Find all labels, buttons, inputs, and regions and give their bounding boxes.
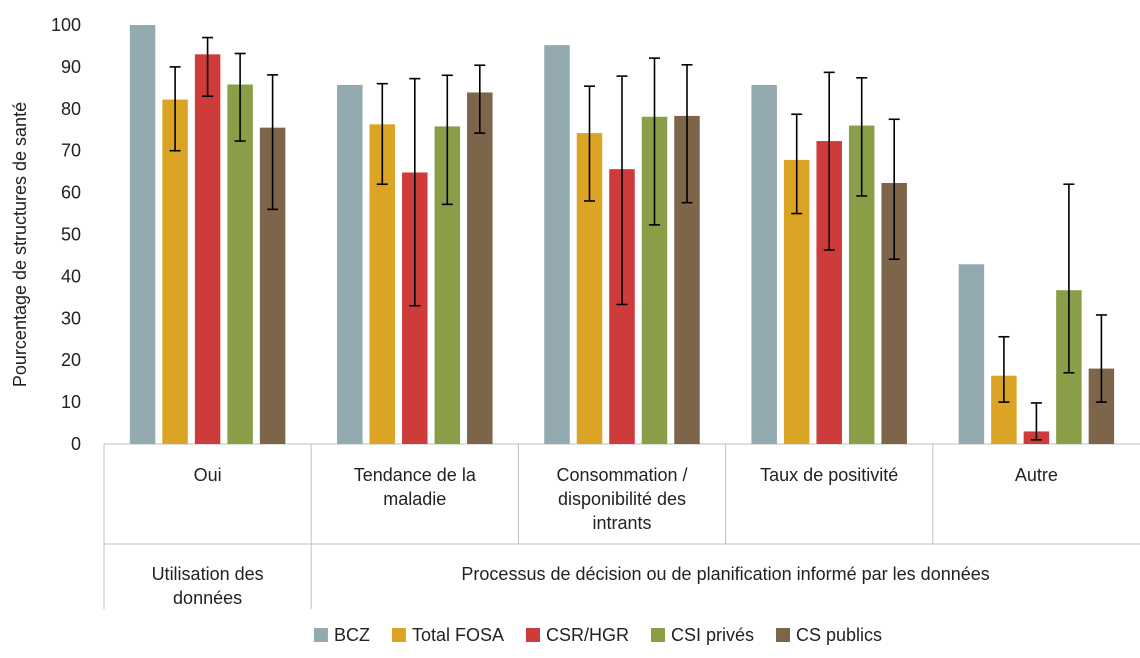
legend-swatch: [391, 628, 406, 642]
y-tick-label: 90: [61, 57, 81, 77]
category-label-line: Oui: [194, 465, 222, 485]
y-tick-label: 100: [51, 15, 81, 35]
group-label-line: données: [173, 588, 242, 608]
y-tick-label: 30: [61, 308, 81, 328]
category-label-line: Consommation /: [556, 465, 687, 485]
group-label-line: Utilisation des: [152, 564, 264, 584]
legend-swatch: [525, 628, 540, 642]
legend-swatch: [650, 628, 665, 642]
y-tick-label: 70: [61, 141, 81, 161]
legend-swatch: [776, 628, 791, 642]
legend-item-csi-priv-s: CSI privés: [650, 625, 754, 645]
category-label-line: disponibilité des: [558, 489, 686, 509]
y-axis-title: Pourcentage de structures de santé: [10, 102, 30, 387]
group-label: Utilisation des données: [152, 564, 264, 608]
y-tick-label: 60: [61, 183, 81, 203]
category-label: Oui: [194, 465, 222, 485]
y-tick-label: 50: [61, 225, 81, 245]
bars-layer: [129, 25, 1115, 445]
category-label: Tendance de la maladie: [354, 465, 477, 509]
bar-bcz: [129, 25, 156, 444]
y-tick-label: 20: [61, 350, 81, 370]
y-tick-label: 10: [61, 392, 81, 412]
bar-bcz: [337, 84, 363, 445]
bar-csr-hgr: [194, 54, 221, 445]
category-label-line: Taux de positivité: [760, 465, 898, 485]
legend-swatch: [313, 628, 328, 642]
axes-layer: 0 10 20 30 40 50 60 70 80 90 100 Pourcentage de str…: [10, 15, 1140, 609]
category-label: Taux de positivité: [760, 465, 898, 485]
category-label-line: maladie: [383, 489, 446, 509]
legend-item-bcz: BCZ: [313, 625, 370, 645]
legend-item-total-fosa: Total FOSA: [391, 625, 504, 645]
y-tick-label: 40: [61, 266, 81, 286]
legend-label: Total FOSA: [412, 625, 504, 645]
legend-item-cs-publics: CS publics: [776, 625, 882, 645]
bar-cs-publics: [467, 92, 493, 445]
error-bars-layer: [169, 36, 1107, 441]
category-label-line: Autre: [1015, 465, 1058, 485]
category-label-line: Tendance de la: [354, 465, 477, 485]
category-label: Consommation / disponibilité des intrants: [556, 465, 687, 533]
legend-label: CSI privés: [671, 625, 754, 645]
legend-label: CSR/HGR: [546, 625, 629, 645]
legend-item-csr-hgr: CSR/HGR: [525, 625, 629, 645]
group-label-line: Processus de décision ou de planificatio…: [461, 564, 989, 584]
bar-bcz: [958, 264, 985, 444]
legend-label: BCZ: [334, 625, 370, 645]
legend-label: CS publics: [796, 625, 882, 645]
bar-bcz: [544, 45, 570, 444]
group-label: Processus de décision ou de planificatio…: [461, 564, 989, 584]
bar-csi-priv-s: [227, 84, 253, 445]
category-label: Autre: [1015, 465, 1058, 485]
legend: BCZ Total FOSA CSR/HGR CSI privés CS publics: [313, 625, 882, 645]
bar-total-fosa: [162, 99, 188, 444]
category-label-line: intrants: [592, 513, 651, 533]
category-labels-layer: Oui Tendance de la maladie Consommation / di…: [152, 465, 1058, 608]
y-tick-label: 80: [61, 99, 81, 119]
y-tick-label: 0: [71, 434, 81, 454]
bar-bcz: [751, 84, 777, 445]
